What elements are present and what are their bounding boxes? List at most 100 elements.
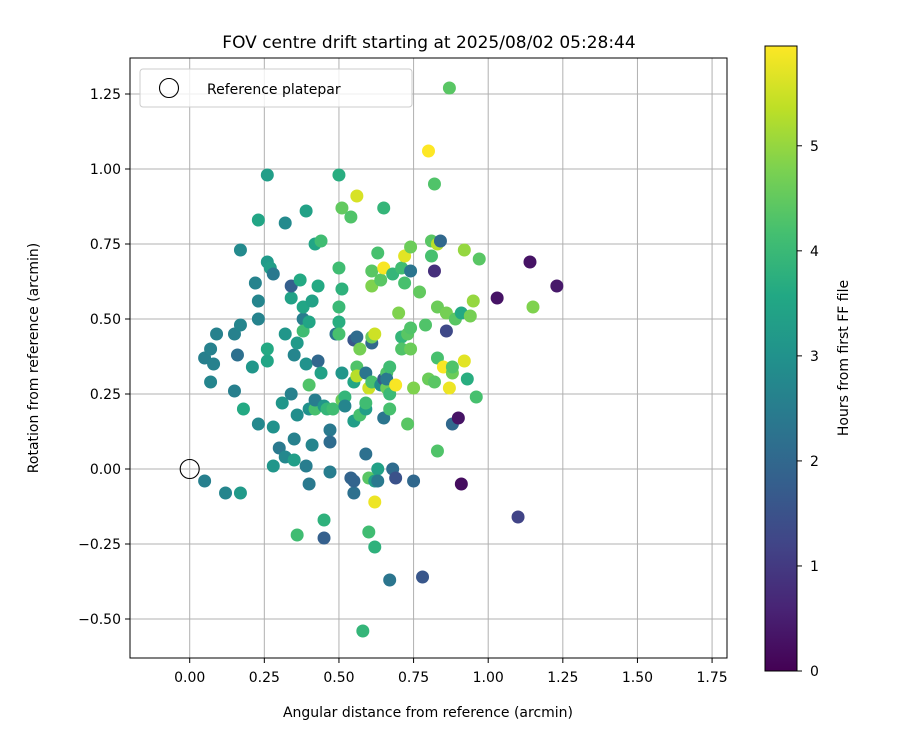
data-point	[347, 474, 361, 488]
data-point	[323, 423, 337, 437]
data-point	[314, 366, 328, 380]
y-tick-label: 0.50	[90, 312, 121, 328]
data-point	[335, 201, 349, 215]
data-point	[284, 291, 298, 305]
data-points	[179, 81, 564, 638]
data-point	[204, 342, 218, 356]
data-point	[389, 378, 403, 392]
colorbar-tick-label: 3	[810, 349, 819, 365]
x-tick-label: 0.75	[398, 670, 429, 686]
data-point	[466, 294, 480, 308]
data-point	[305, 438, 319, 452]
data-point	[424, 249, 438, 263]
data-point	[404, 264, 418, 278]
data-point	[233, 486, 247, 500]
data-point	[407, 381, 421, 395]
data-point	[442, 81, 456, 95]
data-point	[457, 354, 471, 368]
data-point	[230, 348, 244, 362]
x-tick-label: 0.25	[249, 670, 280, 686]
data-point	[463, 309, 477, 323]
data-point	[326, 402, 340, 416]
data-point	[523, 255, 537, 269]
data-point	[347, 486, 361, 500]
data-point	[416, 570, 430, 584]
data-point	[317, 513, 331, 527]
data-point	[284, 387, 298, 401]
data-point	[305, 294, 319, 308]
data-point	[389, 471, 403, 485]
data-point	[377, 201, 391, 215]
data-point	[422, 144, 435, 158]
data-point	[323, 465, 337, 479]
data-point	[368, 540, 382, 554]
x-tick-label: 1.75	[696, 670, 727, 686]
data-point	[368, 495, 382, 509]
data-point	[236, 402, 250, 416]
data-point	[260, 354, 274, 368]
data-point	[371, 246, 385, 260]
data-point	[332, 168, 346, 182]
colorbar-tick-label: 5	[810, 139, 819, 155]
data-point	[460, 372, 474, 386]
data-point	[445, 360, 459, 374]
data-point	[359, 447, 373, 461]
colorbar-tick-label: 4	[810, 244, 819, 260]
data-point	[419, 318, 433, 332]
data-point	[248, 276, 262, 290]
y-axis-label: Rotation from reference (arcmin)	[26, 243, 42, 473]
data-point	[383, 402, 397, 416]
data-point	[368, 327, 382, 341]
x-tick-label: 1.50	[622, 670, 653, 686]
data-point	[371, 462, 385, 476]
data-point	[404, 240, 418, 254]
y-tick-label: −0.25	[78, 537, 121, 553]
data-point	[207, 357, 221, 371]
y-tick-label: 0.75	[90, 237, 121, 253]
data-point	[278, 327, 292, 341]
data-point	[233, 318, 247, 332]
data-point	[344, 210, 358, 224]
data-point	[332, 300, 346, 314]
data-point	[335, 282, 349, 296]
data-point	[287, 348, 301, 362]
chart-title: FOV centre drift starting at 2025/08/02 …	[222, 33, 635, 53]
colorbar-ticks: 0 1 2 3 4 5	[797, 139, 819, 680]
colorbar-gradient	[764, 45, 798, 672]
data-point	[278, 216, 292, 230]
data-point	[260, 168, 274, 182]
data-point	[383, 573, 397, 587]
data-point	[290, 408, 304, 422]
data-point	[198, 474, 212, 488]
data-point	[472, 252, 486, 266]
colorbar-tick-label: 2	[810, 454, 819, 470]
colorbar: 0 1 2 3 4 5 Hours from first FF file	[764, 45, 852, 680]
data-point	[469, 390, 483, 404]
data-point	[332, 315, 346, 329]
data-point	[353, 342, 367, 356]
data-point	[413, 285, 427, 299]
reference-platepar-marker	[179, 458, 200, 480]
y-tick-label: 1.25	[90, 87, 121, 103]
data-point	[251, 312, 265, 326]
data-point	[317, 531, 331, 545]
x-tick-label: 0.50	[323, 670, 354, 686]
data-point	[439, 324, 453, 338]
data-point	[290, 528, 304, 542]
data-point	[314, 234, 328, 248]
data-point	[383, 360, 397, 374]
data-point	[299, 459, 313, 473]
data-point	[266, 267, 280, 281]
data-point	[392, 306, 406, 320]
data-point	[427, 375, 441, 389]
data-point	[371, 474, 385, 488]
data-point	[404, 321, 418, 335]
colorbar-tick-label: 1	[810, 559, 819, 575]
legend-entry-label: Reference platepar	[207, 82, 341, 98]
data-point	[293, 273, 307, 287]
data-point	[266, 459, 280, 473]
data-point	[442, 381, 456, 395]
data-point	[338, 390, 352, 404]
data-point	[227, 384, 241, 398]
data-point	[245, 360, 259, 374]
